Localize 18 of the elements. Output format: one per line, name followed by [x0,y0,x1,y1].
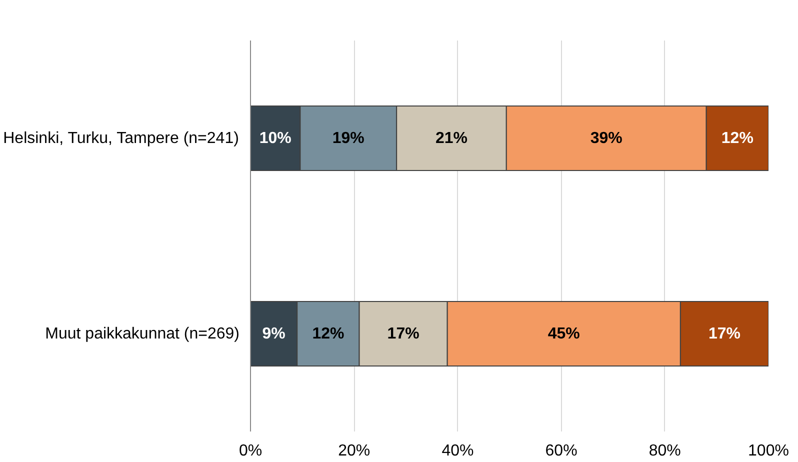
data-label: 12% [721,130,754,147]
data-label: 9% [262,325,286,342]
x-tick-label: 60% [545,442,578,460]
data-label: 39% [590,130,622,147]
y-tick-label: Muut paikkakunnat (n=269) [45,325,240,342]
data-label: 19% [332,130,364,147]
data-label: 17% [387,325,420,342]
data-label: 10% [259,130,292,147]
x-tick-label: 80% [648,442,681,460]
data-label: 12% [312,325,344,342]
x-tick-label: 0% [238,442,262,460]
data-label: 21% [435,130,468,147]
y-tick-label: Helsinki, Turku, Tampere (n=241) [3,130,239,147]
data-label: 17% [708,325,740,342]
x-tick-label: 40% [442,442,474,460]
x-tick-label: 100% [748,442,789,460]
x-tick-label: 20% [338,442,370,460]
data-label: 45% [548,325,580,342]
